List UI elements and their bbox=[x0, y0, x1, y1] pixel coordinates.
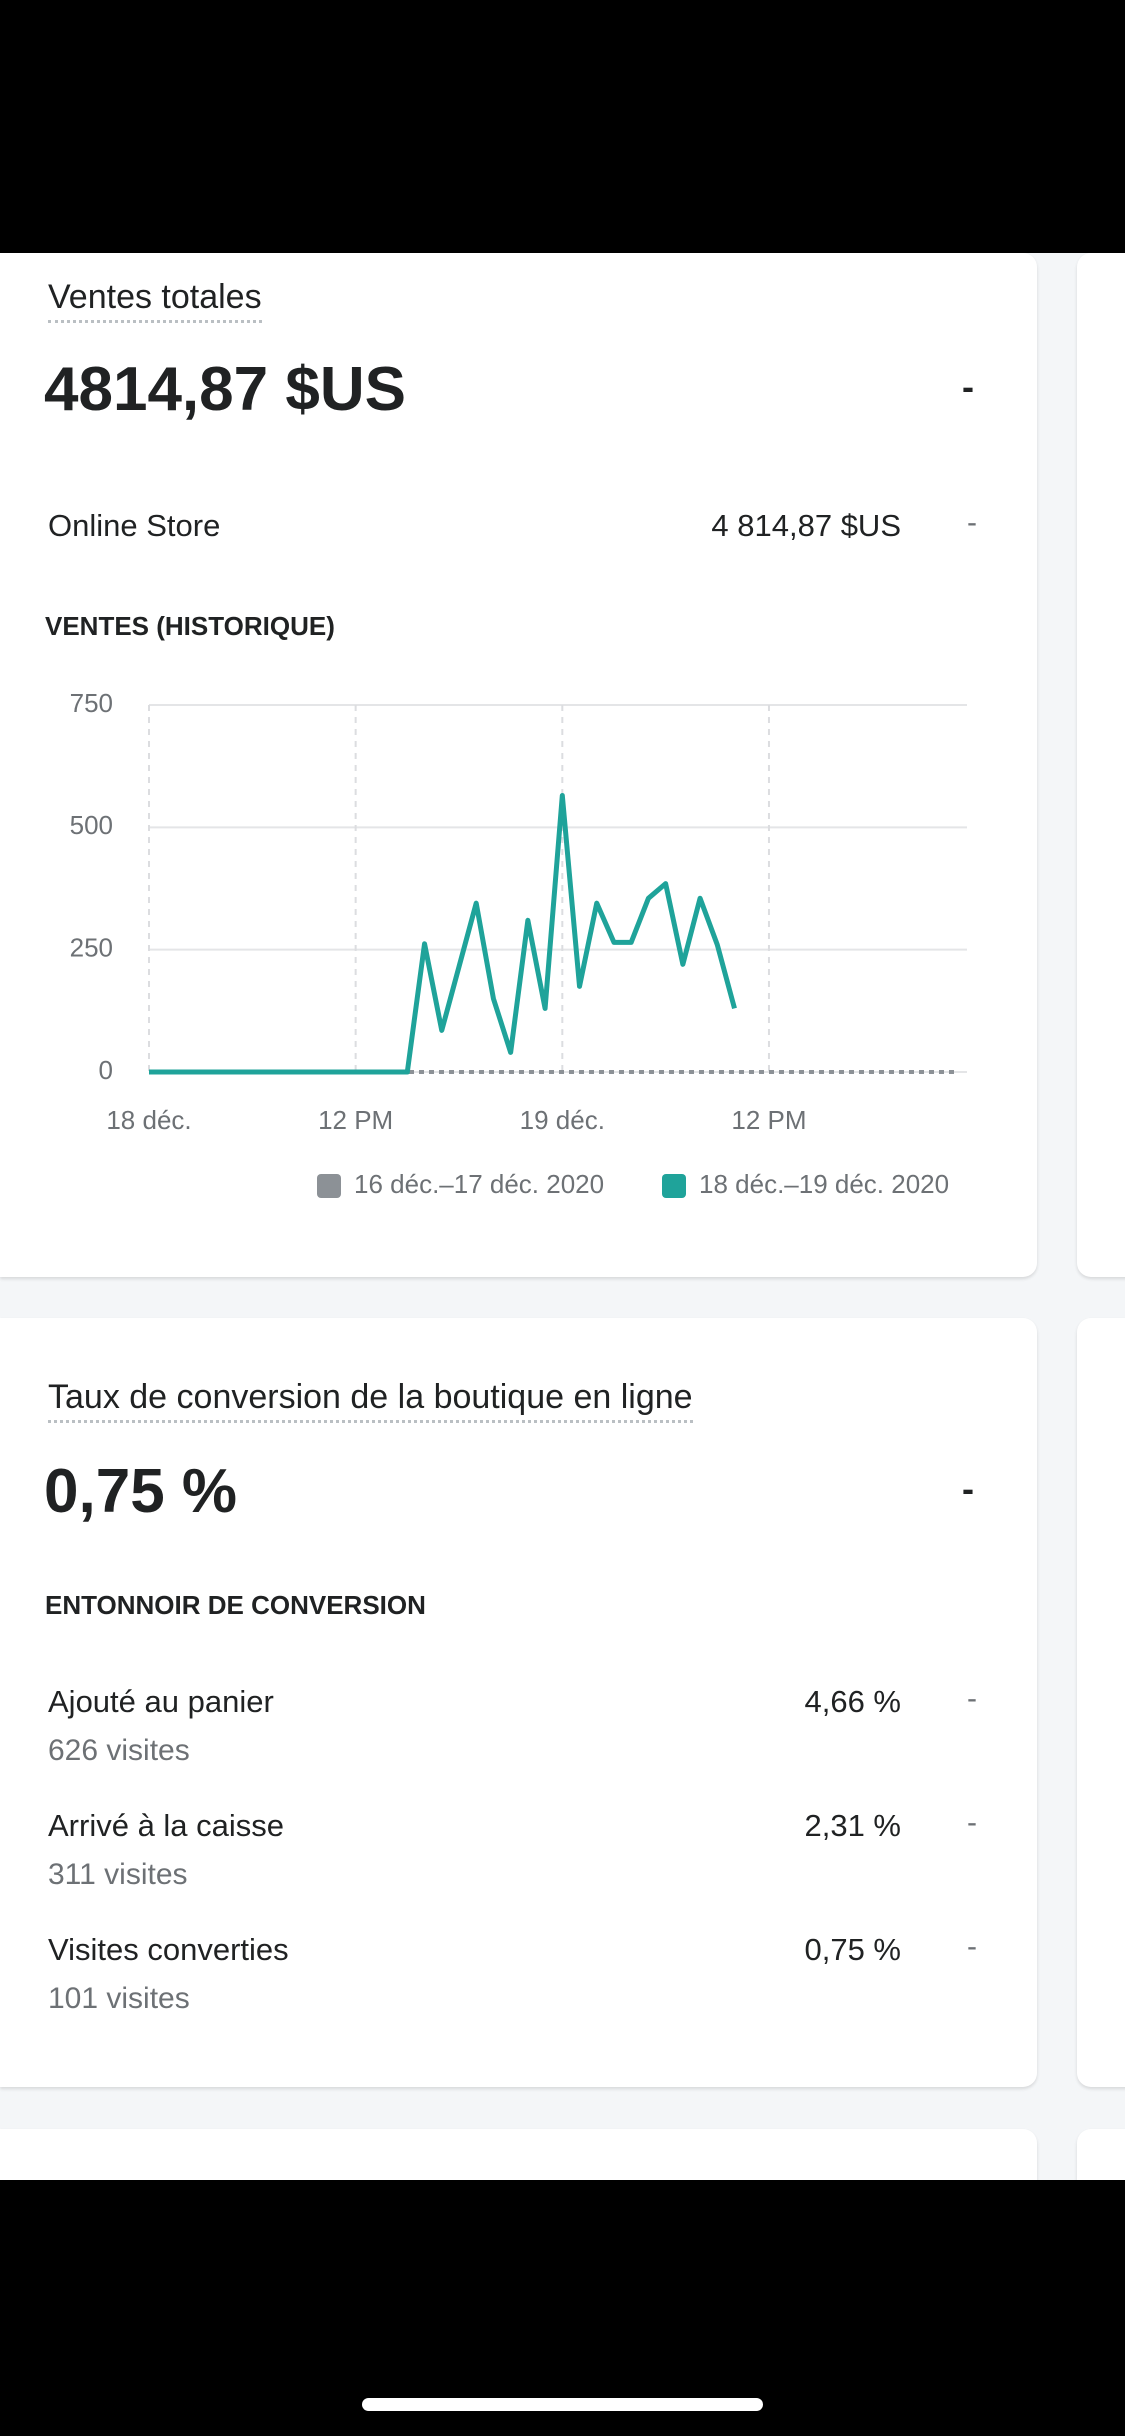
next-card bbox=[1077, 2129, 1125, 2180]
content: Ventes totales 4814,87 $US - Online Stor… bbox=[0, 253, 1125, 2180]
step-label: Ajouté au panier bbox=[48, 1684, 274, 1719]
legend-swatch bbox=[662, 1174, 686, 1198]
step-visits: 311 visites bbox=[48, 1858, 188, 1891]
y-tick-label: 250 bbox=[70, 933, 113, 963]
card-title[interactable]: Taux de conversion de la boutique en lig… bbox=[48, 1380, 693, 1423]
y-tick-label: 0 bbox=[99, 1055, 113, 1085]
x-tick-label: 12 PM bbox=[318, 1105, 393, 1135]
legend-label: 18 déc.–19 déc. 2020 bbox=[699, 1169, 949, 1199]
x-tick-label: 18 déc. bbox=[106, 1105, 191, 1135]
conversion-rate: 0,75 % bbox=[44, 1457, 238, 1526]
x-tick-label: 19 déc. bbox=[520, 1105, 605, 1135]
next-card bbox=[1077, 253, 1125, 1277]
x-tick-label: 12 PM bbox=[731, 1105, 806, 1135]
total-sales: 4814,87 $US bbox=[44, 355, 406, 424]
step-trend: - bbox=[967, 1930, 977, 1963]
step-trend: - bbox=[967, 1682, 977, 1715]
step-trend: - bbox=[967, 1806, 977, 1839]
section-title: ENTONNOIR DE CONVERSION bbox=[45, 1590, 426, 1620]
step-rate: 2,31 % bbox=[804, 1808, 901, 1843]
step-rate: 4,66 % bbox=[804, 1684, 901, 1719]
step-visits: 626 visites bbox=[48, 1734, 190, 1767]
y-tick-label: 500 bbox=[70, 810, 113, 840]
trend: - bbox=[962, 1468, 974, 1509]
legend-swatch bbox=[317, 1174, 341, 1198]
channel-name: Online Store bbox=[48, 508, 221, 543]
step-label: Arrivé à la caisse bbox=[48, 1808, 285, 1843]
section-title: VENTES (HISTORIQUE) bbox=[45, 611, 335, 641]
sales-card: Ventes totales 4814,87 $US - Online Stor… bbox=[0, 253, 1037, 1277]
step-visits: 101 visites bbox=[48, 1982, 190, 2015]
card-title[interactable]: Ventes totales bbox=[48, 280, 262, 323]
trend: - bbox=[962, 366, 974, 407]
sales-chart: 0 250 500 750 18 déc. 12 PM 19 déc. 12 PM 16 déc… bbox=[70, 688, 967, 1199]
sales-line bbox=[149, 793, 737, 1075]
step-label: Visites converties bbox=[48, 1932, 289, 1967]
home-indicator bbox=[362, 2398, 763, 2411]
channel-trend: - bbox=[967, 506, 977, 539]
next-section-card bbox=[0, 2129, 1037, 2180]
step-rate: 0,75 % bbox=[804, 1932, 901, 1967]
y-tick-label: 750 bbox=[70, 688, 113, 718]
legend-label: 16 déc.–17 déc. 2020 bbox=[354, 1169, 604, 1199]
next-card bbox=[1077, 1318, 1125, 2087]
conversion-card: Taux de conversion de la boutique en lig… bbox=[0, 1318, 1037, 2087]
channel-amount: 4 814,87 $US bbox=[711, 508, 901, 543]
